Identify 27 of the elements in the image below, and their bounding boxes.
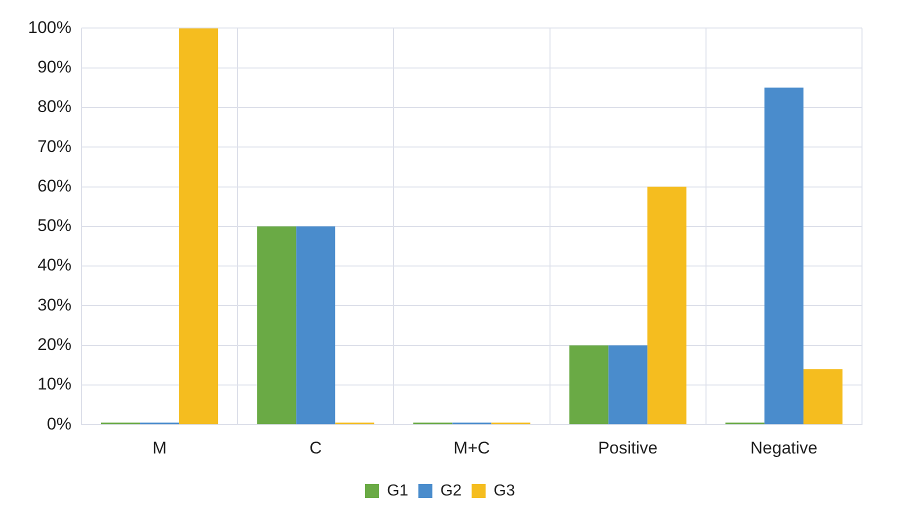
bar [764, 88, 804, 424]
legend-label: G1 [386, 482, 408, 500]
bar [296, 226, 336, 424]
x-tick-label: M [152, 438, 167, 458]
bar [257, 226, 296, 424]
bar [608, 345, 648, 424]
x-tick-label: Positive [598, 438, 658, 458]
bar [569, 345, 608, 424]
y-tick-label: 20% [37, 335, 72, 354]
y-tick-label: 50% [37, 216, 72, 236]
y-tick-label: 30% [37, 295, 72, 314]
bar [179, 28, 218, 424]
y-tick-label: 100% [28, 18, 72, 37]
y-tick-label: 90% [37, 58, 72, 77]
y-tick-label: 40% [37, 256, 72, 275]
bar [647, 186, 686, 424]
y-tick-label: 80% [37, 97, 72, 116]
x-tick-label: Negative [750, 438, 818, 458]
legend-label: G3 [494, 482, 516, 500]
y-tick-label: 10% [37, 374, 72, 394]
y-tick-label: 0% [46, 414, 72, 434]
x-tick-label: M+C [454, 438, 490, 458]
y-tick-label: 70% [37, 136, 72, 156]
legend-label: G2 [440, 482, 462, 500]
bar [803, 369, 842, 424]
x-tick-label: C [309, 438, 322, 458]
y-tick-label: 60% [37, 176, 72, 196]
